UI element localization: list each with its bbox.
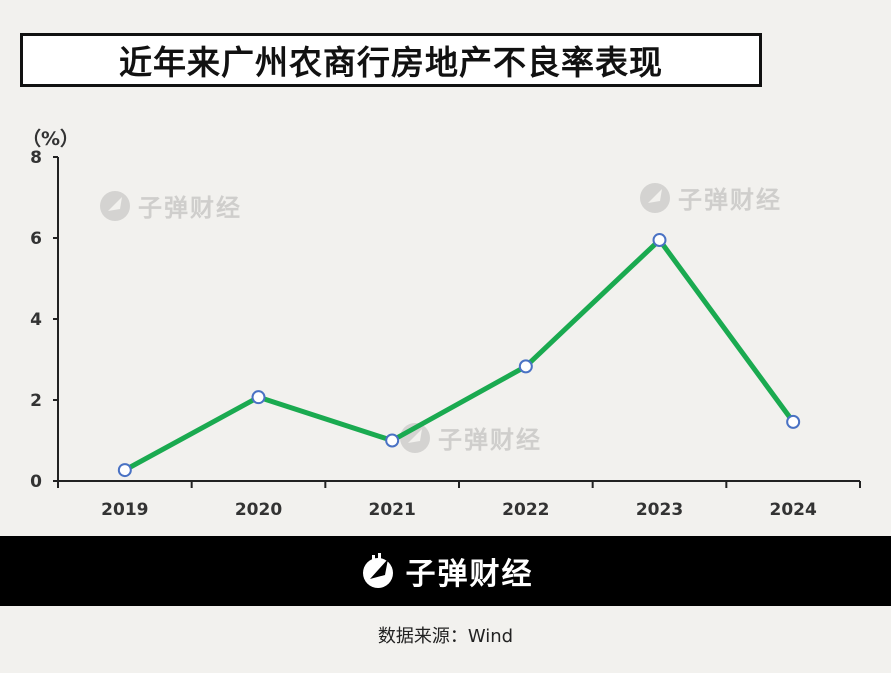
data-point	[786, 414, 801, 429]
x-tick-label: 2022	[502, 500, 549, 520]
data-point	[117, 463, 132, 478]
watermark-text: 子弹财经	[678, 186, 782, 214]
data-point	[518, 359, 533, 374]
watermark-logo-icon	[640, 182, 670, 213]
watermark-logo-icon	[100, 190, 130, 221]
series-line	[122, 237, 796, 473]
line-chart: 0 2 4 6 8 2019 2020 2021 2022 2023 2024	[30, 148, 861, 520]
watermark-2: 子弹财经	[638, 180, 782, 215]
data-source: 数据来源：Wind	[377, 626, 514, 647]
footer-brand: 子弹财经	[358, 549, 534, 593]
x-tick-label: 2021	[369, 500, 416, 520]
footer-bar: 子弹财经	[0, 536, 891, 606]
watermark-1: 子弹财经	[98, 188, 242, 223]
title-box: 近年来广州农商行房地产不良率表现	[20, 33, 762, 87]
y-tick-label: 8	[30, 148, 42, 168]
y-tick-label: 2	[30, 391, 42, 411]
x-tick-label: 2019	[101, 500, 148, 520]
data-point	[385, 433, 400, 448]
y-tick-label: 4	[30, 310, 42, 330]
watermark-text: 子弹财经	[138, 194, 242, 222]
brand-logo-icon	[362, 553, 393, 588]
x-tick-label: 2020	[235, 500, 282, 520]
x-tick-label: 2023	[636, 500, 683, 520]
y-tick-label: 0	[30, 472, 42, 492]
data-point	[652, 233, 667, 248]
chart-title: 近年来广州农商行房地产不良率表现	[119, 43, 663, 82]
y-axis-unit: （%）	[22, 128, 80, 150]
y-tick-label: 6	[30, 229, 42, 249]
footer-brand-text: 子弹财经	[405, 557, 534, 592]
x-tick-label: 2024	[770, 500, 817, 520]
data-point	[251, 390, 266, 405]
watermark-text: 子弹财经	[438, 426, 542, 454]
